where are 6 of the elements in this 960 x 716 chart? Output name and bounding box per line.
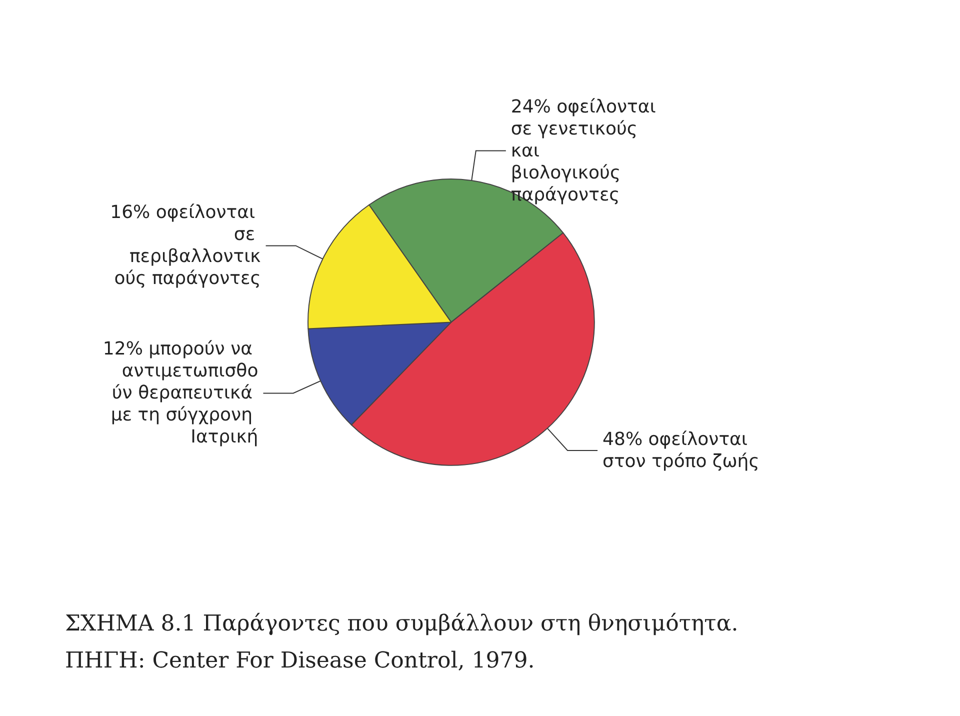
slice-label: 16% οφείλονται σε περιβαλλοντικούς παράγοντες [110, 202, 262, 290]
text: ΣΧΗΜΑ 8.1 Παράγοντες που συμβάλλουν στη θνησιμότητα. [65, 612, 738, 636]
text: ΠΗΓΗ: Center For Disease Control, 1979. [65, 648, 535, 674]
slice-label: 24% οφείλονται σε γενετικούς και βιολογικούς παράγοντες [510, 96, 662, 206]
slice-label: 48% οφείλονται στον τρόπο ζωής [602, 429, 760, 472]
slice-label: 12% μπορούν να αντιμετωπισθούν θεραπευτικά με τη σύγχρονη Ιατρική [102, 338, 258, 448]
